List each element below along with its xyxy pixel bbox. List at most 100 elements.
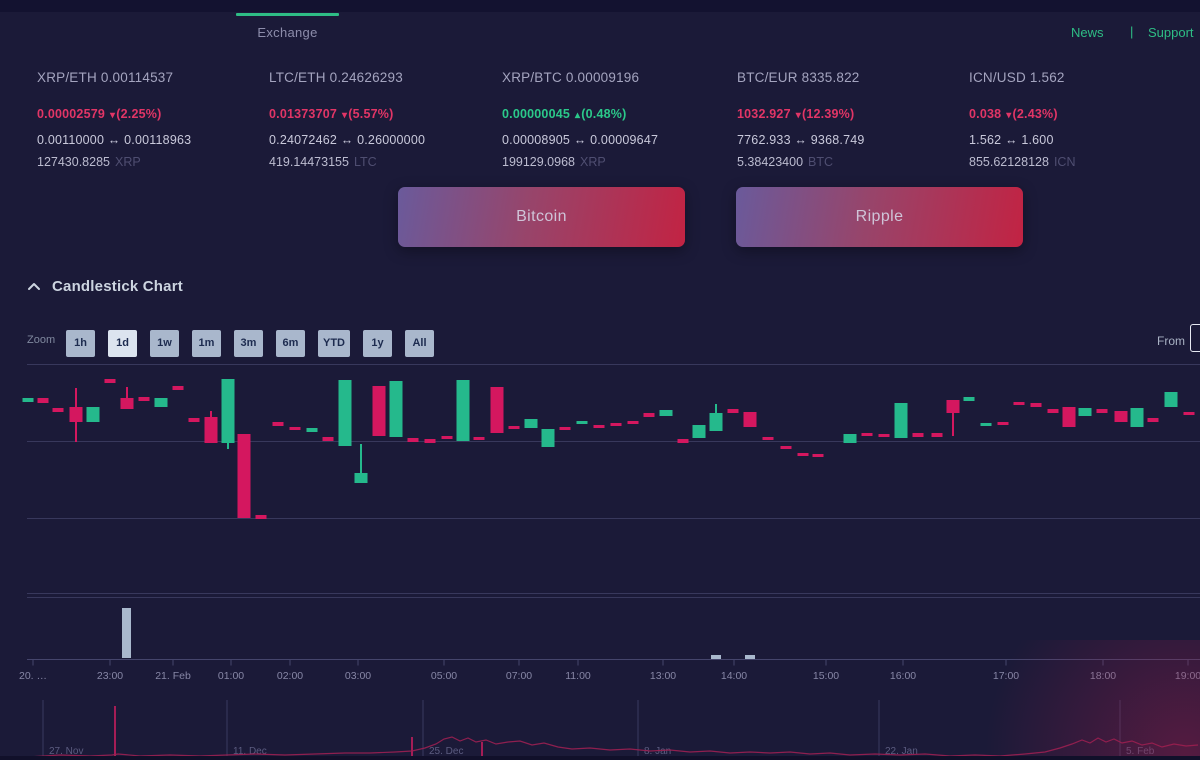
ticker-volume: 855.62128128 ICN xyxy=(969,155,1075,169)
candle-down xyxy=(1047,409,1059,413)
candle-down xyxy=(812,454,824,457)
x-axis-label: 13:00 xyxy=(650,670,676,682)
x-axis-label: 07:00 xyxy=(506,670,532,682)
candle-down xyxy=(52,408,64,412)
candle-down xyxy=(255,515,267,519)
ticker-range: 0.24072462 ↔ 0.26000000 xyxy=(269,133,426,147)
bitcoin-button[interactable]: Bitcoin xyxy=(398,187,685,247)
candle-down xyxy=(643,413,655,417)
candle-up xyxy=(1078,408,1092,416)
active-tab-underline xyxy=(236,13,339,16)
candle-down xyxy=(780,446,792,449)
from-label: From xyxy=(1157,334,1185,348)
ticker-change: 0.00002579 ▾(2.25%) xyxy=(37,107,161,121)
candle-down xyxy=(1013,402,1025,405)
zoom-range-1h[interactable]: 1h xyxy=(66,330,95,357)
candle-down xyxy=(797,453,809,456)
change-value: 0.00000045 xyxy=(502,107,571,121)
zoom-range-all[interactable]: All xyxy=(405,330,434,357)
change-percent: (0.48%) xyxy=(581,107,627,121)
volume-unit: LTC xyxy=(353,155,377,169)
candle-down xyxy=(743,412,757,427)
from-date-input[interactable] xyxy=(1190,324,1200,352)
candle-up xyxy=(709,413,723,431)
change-arrow-icon: ▾ xyxy=(795,110,801,121)
candle-down xyxy=(861,433,873,436)
ticker-volume: 199129.0968 XRP xyxy=(502,155,606,169)
candle-up xyxy=(692,425,706,438)
zoom-range-ytd[interactable]: YTD xyxy=(318,330,350,357)
volume-bar xyxy=(122,608,131,658)
candle-up xyxy=(456,380,470,441)
candle-up xyxy=(541,429,555,447)
candle-up xyxy=(354,473,368,483)
candle-down xyxy=(473,437,485,440)
candle-down xyxy=(559,427,571,430)
candle-down xyxy=(104,379,116,383)
zoom-range-1m[interactable]: 1m xyxy=(192,330,221,357)
change-arrow-icon: ▾ xyxy=(342,110,348,121)
candle-down xyxy=(69,407,83,422)
candle-up xyxy=(980,423,992,426)
corner-glow xyxy=(900,640,1200,760)
x-axis-label: 05:00 xyxy=(431,670,457,682)
change-value: 0.038 xyxy=(969,107,1002,121)
ticker-pair: LTC/ETH xyxy=(269,70,326,85)
ticker-pair-price: BTC/EUR 8335.822 xyxy=(737,70,860,85)
x-axis-label: 03:00 xyxy=(345,670,371,682)
candle-down xyxy=(508,426,520,429)
candle-down xyxy=(1062,407,1076,427)
candle-down xyxy=(407,438,419,442)
volume-unit: XRP xyxy=(580,155,606,169)
ticker-change: 0.00000045 ▴(0.48%) xyxy=(502,107,626,121)
candle-down xyxy=(204,417,218,443)
candle-up xyxy=(22,398,34,402)
zoom-range-1w[interactable]: 1w xyxy=(150,330,179,357)
candle-up xyxy=(659,410,673,416)
candle-down xyxy=(912,433,924,437)
bottom-edge xyxy=(0,756,1200,760)
candle-down xyxy=(1183,412,1195,415)
nav-link-support[interactable]: Support xyxy=(1148,25,1194,40)
candle-down xyxy=(997,422,1009,425)
chart-title: Candlestick Chart xyxy=(52,278,183,295)
change-percent: (2.43%) xyxy=(1012,107,1058,121)
volume-value: 419.14473155 xyxy=(269,155,349,169)
candle-down xyxy=(946,400,960,413)
ticker-range: 1.562 ↔ 1.600 xyxy=(969,133,1054,147)
ticker-price: 8335.822 xyxy=(801,70,860,85)
nav-link-news[interactable]: News xyxy=(1071,25,1104,40)
volume-value: 855.62128128 xyxy=(969,155,1049,169)
candle-up xyxy=(86,407,100,422)
x-axis-label: 20. … xyxy=(19,670,47,682)
x-axis-label: 02:00 xyxy=(277,670,303,682)
candle-up xyxy=(221,379,235,443)
candle-down xyxy=(1114,411,1128,422)
ripple-button[interactable]: Ripple xyxy=(736,187,1023,247)
candle-up xyxy=(894,403,908,438)
zoom-range-3m[interactable]: 3m xyxy=(234,330,263,357)
ticker-change: 0.038 ▾(2.43%) xyxy=(969,107,1058,121)
candle-down xyxy=(627,421,639,424)
zoom-label: Zoom xyxy=(27,334,56,346)
change-percent: (2.25%) xyxy=(116,107,162,121)
candle-down xyxy=(931,433,943,437)
candle-down xyxy=(610,423,622,426)
volume-unit: XRP xyxy=(115,155,141,169)
zoom-range-6m[interactable]: 6m xyxy=(276,330,305,357)
x-axis-label: 15:00 xyxy=(813,670,839,682)
candle-down xyxy=(138,397,150,401)
candle-down xyxy=(1096,409,1108,413)
change-arrow-icon: ▾ xyxy=(110,110,116,121)
ticker-price: 0.24626293 xyxy=(329,70,403,85)
ticker-pair: XRP/BTC xyxy=(502,70,562,85)
candle-down xyxy=(1030,403,1042,407)
volume-bar xyxy=(711,655,721,659)
tab-exchange[interactable]: Exchange xyxy=(257,25,318,40)
zoom-range-1d[interactable]: 1d xyxy=(108,330,137,357)
candle-up xyxy=(1164,392,1178,407)
volume-unit: BTC xyxy=(808,155,834,169)
collapse-chevron-icon[interactable] xyxy=(27,281,41,291)
zoom-range-1y[interactable]: 1y xyxy=(363,330,392,357)
change-value: 0.01373707 xyxy=(269,107,338,121)
